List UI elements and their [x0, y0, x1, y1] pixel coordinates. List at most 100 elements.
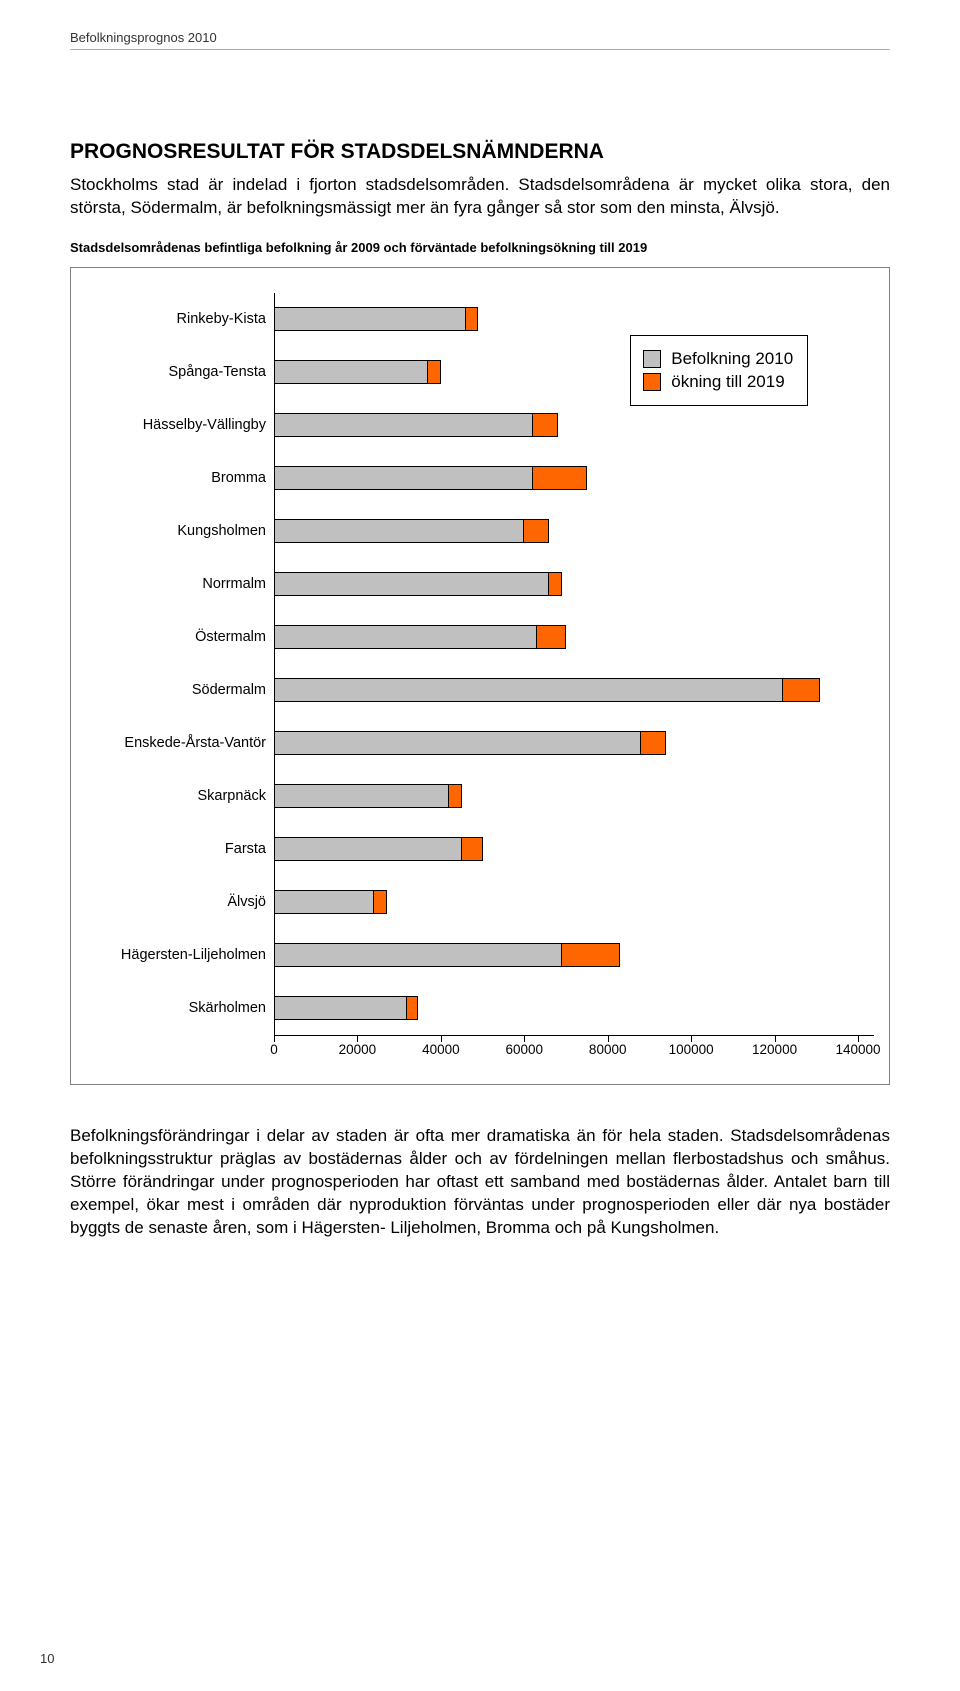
chart-inner: Rinkeby-Kista Spånga-Tensta Hässelby-Välli… [86, 293, 874, 1064]
bar-segment-okning [641, 731, 666, 755]
bar-track [274, 890, 387, 914]
x-tick-mark [775, 1036, 776, 1042]
bar-segment-befolkning [274, 996, 407, 1020]
bar-segment-befolkning [274, 678, 783, 702]
bar-row: Östermalm [86, 611, 874, 664]
bar-plot-cell [274, 823, 874, 876]
bar-segment-okning [783, 678, 821, 702]
bar-segment-okning [524, 519, 549, 543]
x-tick-mark [441, 1036, 442, 1042]
bar-track [274, 837, 483, 861]
bar-segment-befolkning [274, 360, 428, 384]
bar-track [274, 360, 441, 384]
bar-plot-cell [274, 611, 874, 664]
bar-row: Skärholmen [86, 982, 874, 1035]
bar-plot-cell [274, 929, 874, 982]
bar-plot-cell [274, 452, 874, 505]
bar-label: Spånga-Tensta [86, 364, 274, 380]
bar-track [274, 996, 418, 1020]
chart-title: Stadsdelsområdenas befintliga befolkning… [70, 240, 890, 255]
bar-segment-befolkning [274, 837, 462, 861]
bar-segment-okning [549, 572, 562, 596]
bar-segment-befolkning [274, 572, 549, 596]
bar-row: Hägersten-Liljeholmen [86, 929, 874, 982]
x-tick-label: 80000 [589, 1042, 627, 1057]
bar-track [274, 519, 549, 543]
bar-track [274, 784, 462, 808]
bar-label: Norrmalm [86, 576, 274, 592]
x-tick-mark [357, 1036, 358, 1042]
legend-row: ökning till 2019 [643, 372, 793, 392]
x-tick-mark [524, 1036, 525, 1042]
bar-segment-okning [407, 996, 417, 1020]
bar-plot-cell [274, 982, 874, 1035]
bar-segment-befolkning [274, 519, 524, 543]
bar-row: Södermalm [86, 664, 874, 717]
x-tick-label: 120000 [752, 1042, 797, 1057]
x-tick-mark [691, 1036, 692, 1042]
bar-segment-okning [462, 837, 483, 861]
bar-segment-okning [374, 890, 387, 914]
bar-label: Rinkeby-Kista [86, 311, 274, 327]
legend-swatch [643, 350, 661, 368]
x-tick-mark [858, 1036, 859, 1042]
bar-row: Enskede-Årsta-Vantör [86, 717, 874, 770]
x-tick-label: 20000 [339, 1042, 377, 1057]
x-tick-label: 0 [270, 1042, 278, 1057]
bar-plot-cell [274, 717, 874, 770]
x-tick-mark [274, 1036, 275, 1042]
x-tick-label: 140000 [835, 1042, 880, 1057]
x-axis-line [274, 1035, 874, 1036]
bar-plot-cell [274, 770, 874, 823]
bar-label: Älvsjö [86, 894, 274, 910]
bar-label: Södermalm [86, 682, 274, 698]
bar-label: Östermalm [86, 629, 274, 645]
bar-track [274, 572, 562, 596]
bar-segment-befolkning [274, 784, 449, 808]
header-rule [70, 49, 890, 50]
outro-paragraph: Befolkningsförändringar i delar av stade… [70, 1125, 890, 1240]
bar-segment-okning [449, 784, 462, 808]
bar-segment-befolkning [274, 890, 374, 914]
bar-label: Farsta [86, 841, 274, 857]
bar-track [274, 731, 666, 755]
bar-segment-okning [533, 413, 558, 437]
legend-swatch [643, 373, 661, 391]
bar-track [274, 943, 620, 967]
bar-label: Hässelby-Vällingby [86, 417, 274, 433]
x-tick-label: 60000 [506, 1042, 544, 1057]
bar-segment-befolkning [274, 943, 562, 967]
bar-track [274, 678, 820, 702]
bar-plot-cell [274, 558, 874, 611]
x-tick-label: 100000 [669, 1042, 714, 1057]
bar-row: Älvsjö [86, 876, 874, 929]
x-axis: 020000400006000080000100000120000140000 [86, 1042, 874, 1064]
bar-label: Bromma [86, 470, 274, 486]
x-tick-mark [608, 1036, 609, 1042]
bar-label: Skärholmen [86, 1000, 274, 1016]
page-title: PROGNOSRESULTAT FÖR STADSDELSNÄMNDERNA [70, 140, 890, 164]
bar-label: Skarpnäck [86, 788, 274, 804]
bar-segment-befolkning [274, 466, 533, 490]
bar-segment-okning [533, 466, 587, 490]
bar-plot-cell [274, 664, 874, 717]
doc-header: Befolkningsprognos 2010 [70, 30, 890, 47]
bar-track [274, 307, 478, 331]
bar-row: Skarpnäck [86, 770, 874, 823]
intro-paragraph: Stockholms stad är indelad i fjorton sta… [70, 174, 890, 220]
legend-row: Befolkning 2010 [643, 349, 793, 369]
legend-label: ökning till 2019 [671, 372, 784, 392]
bar-row: Hässelby-Vällingby [86, 399, 874, 452]
bar-label: Enskede-Årsta-Vantör [86, 735, 274, 751]
bar-plot-cell [274, 399, 874, 452]
bar-track [274, 625, 566, 649]
bar-track [274, 413, 558, 437]
bar-segment-okning [562, 943, 620, 967]
legend: Befolkning 2010 ökning till 2019 [630, 335, 808, 406]
bar-plot-cell [274, 876, 874, 929]
bar-track [274, 466, 587, 490]
bar-segment-befolkning [274, 731, 641, 755]
bar-label: Hägersten-Liljeholmen [86, 947, 274, 963]
bar-segment-befolkning [274, 625, 537, 649]
bar-segment-okning [428, 360, 441, 384]
